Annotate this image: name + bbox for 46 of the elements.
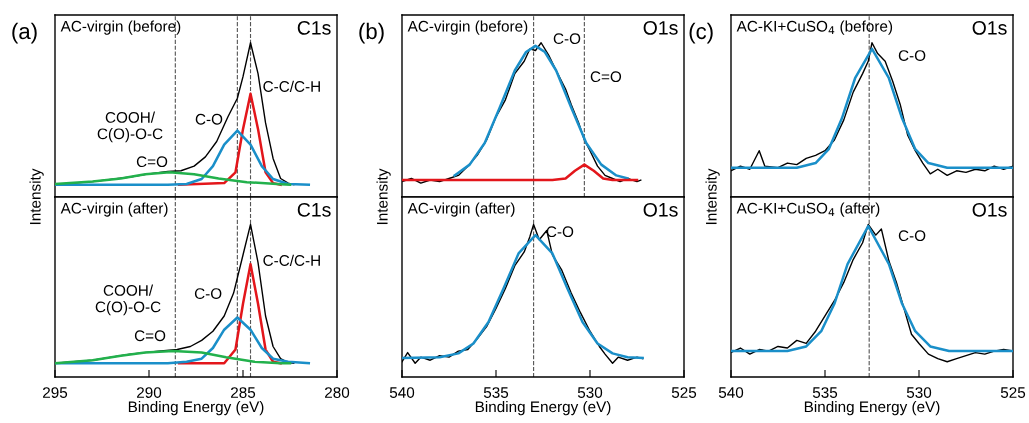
text: C1s	[297, 20, 331, 35]
x-axis-title: Binding Energy (eV)	[804, 400, 940, 416]
x-tick-label: 540	[718, 387, 744, 398]
text: O1s	[972, 20, 1007, 35]
annotation: C-O	[898, 50, 926, 61]
x-tick-label: 530	[906, 387, 932, 398]
annotation: C=O	[136, 156, 168, 168]
y-axis-title: Intensity	[29, 168, 44, 225]
annotation: COOH/ C(O)-O-C	[95, 284, 161, 316]
x-tick-label: 295	[43, 387, 68, 398]
y-axis-title: Intensity	[705, 168, 720, 225]
annotation: C-O	[546, 226, 574, 238]
chart-subtitle: AC-virgin (after)	[60, 202, 168, 217]
annotation: C=O	[590, 71, 622, 83]
x-tick-label: 290	[137, 387, 162, 398]
annotation: C-C/C-H	[263, 80, 320, 92]
annotation: C-O	[195, 113, 223, 125]
annotation: C-O	[553, 33, 581, 45]
chart-subtitle: AC-virgin (after)	[407, 202, 515, 217]
chart-title: (a)	[12, 22, 37, 44]
chart-title: (b)	[359, 22, 384, 44]
annotation: C-C/C-H	[263, 254, 320, 266]
x-tick-label: 285	[231, 387, 256, 398]
x-axis-title: Binding Energy (eV)	[475, 400, 611, 416]
annotation: COOH/ C(O)-O-C	[97, 111, 163, 143]
annotation: C-O	[898, 230, 926, 242]
text: O1s	[643, 202, 678, 217]
x-tick-label: 525	[671, 387, 697, 398]
x-tick-label: 280	[325, 387, 350, 398]
annotation: C=O	[134, 330, 166, 342]
text: O1s	[643, 20, 678, 35]
chart-title: (c)	[689, 22, 713, 44]
chart-subtitle: AC-virgin (before)	[407, 20, 528, 35]
chart-subtitle: AC-virgin (before)	[60, 20, 181, 35]
text: O1s	[972, 202, 1007, 217]
x-tick-label: 540	[389, 387, 415, 398]
x-tick-label: 535	[812, 387, 838, 398]
x-tick-label: 535	[483, 387, 509, 398]
chart-subtitle: AC-KI+CuSO$_{4}$ (after)	[736, 202, 880, 217]
y-axis-title: Intensity	[376, 168, 391, 225]
x-tick-label: 530	[577, 387, 603, 398]
x-axis-title: Binding Energy (eV)	[128, 400, 264, 416]
text: C1s	[297, 202, 331, 217]
x-tick-label: 525	[1000, 387, 1026, 398]
chart-subtitle: AC-KI+CuSO$_{4}$ (before)	[736, 20, 893, 35]
annotation: C-O	[194, 288, 222, 300]
